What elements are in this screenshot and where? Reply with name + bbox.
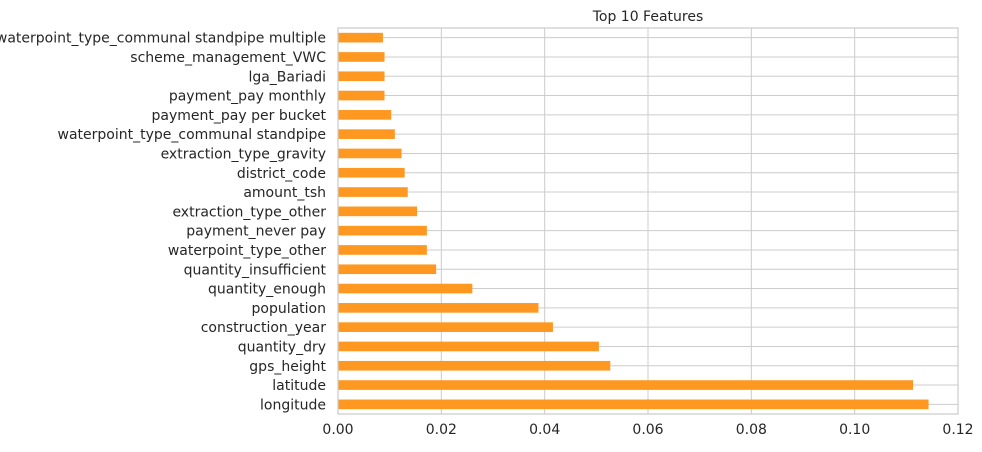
y-category-label: waterpoint_type_communal standpipe multi… [0, 31, 326, 47]
y-category-label: scheme_management_VWC [130, 50, 326, 66]
y-axis-categories: longitude latitude gps_height quantity_dry c… [0, 31, 327, 414]
y-category-label: quantity_dry [238, 339, 326, 355]
chart-title: Top 10 Features [592, 9, 704, 25]
y-category-label: quantity_enough [208, 282, 326, 298]
y-category-label: payment_pay per bucket [152, 108, 327, 124]
bar-quantity-enough [338, 283, 473, 294]
bar-construction-year [338, 322, 553, 332]
bar-extraction-type-gravity [338, 148, 402, 159]
bar-gps-height [338, 360, 611, 371]
y-category-label: amount_tsh [243, 185, 326, 201]
bar-waterpoint-type-communal-standpipe-multiple [338, 32, 383, 43]
y-category-label: construction_year [201, 320, 327, 336]
bar-longitude [338, 399, 929, 410]
bar-amount-tsh [338, 187, 408, 197]
y-category-label: quantity_insufficient [184, 262, 327, 278]
bar-payment-pay-monthly [338, 90, 385, 101]
bar-payment-pay-per-bucket [338, 110, 392, 120]
bar-quantity-insufficient [338, 264, 437, 275]
x-tick-label: 0.12 [942, 422, 973, 438]
bars [338, 32, 929, 410]
x-tick-label: 0.04 [529, 422, 560, 438]
plot-frame [337, 27, 959, 415]
bar-waterpoint-type-other [338, 245, 427, 255]
bar-scheme-management-vwc [338, 52, 385, 62]
bar-payment-never-pay [338, 225, 427, 236]
y-category-label: waterpoint_type_other [168, 243, 326, 259]
bar-quantity-dry [338, 341, 599, 352]
y-category-label: payment_never pay [186, 224, 326, 240]
bar-lga-bariadi [338, 71, 385, 82]
bar-latitude [338, 380, 914, 390]
bar-district-code [338, 167, 405, 178]
y-category-label: latitude [272, 378, 326, 394]
bar-waterpoint-type-communal-standpipe [338, 129, 395, 139]
x-tick-label: 0.10 [839, 422, 870, 438]
x-tick-label: 0.06 [632, 422, 663, 438]
y-category-label: payment_pay monthly [169, 89, 326, 105]
x-tick-label: 0.08 [736, 422, 767, 438]
x-tick-label: 0.00 [322, 422, 353, 438]
bar-extraction-type-other [338, 206, 418, 217]
y-category-label: district_code [237, 166, 326, 182]
x-tick-label: 0.02 [426, 422, 457, 438]
y-category-label: lga_Bariadi [248, 69, 326, 85]
y-category-label: gps_height [249, 359, 326, 375]
y-category-label: longitude [260, 397, 326, 413]
bar-population [338, 303, 539, 313]
y-category-label: extraction_type_gravity [161, 146, 326, 162]
y-category-label: population [252, 301, 327, 317]
y-category-label: waterpoint_type_communal standpipe [58, 127, 326, 143]
y-category-label: extraction_type_other [172, 204, 326, 220]
x-axis-ticks: 0.00 0.02 0.04 0.06 0.08 0.10 0.12 [322, 422, 973, 438]
gridlines [337, 28, 959, 414]
